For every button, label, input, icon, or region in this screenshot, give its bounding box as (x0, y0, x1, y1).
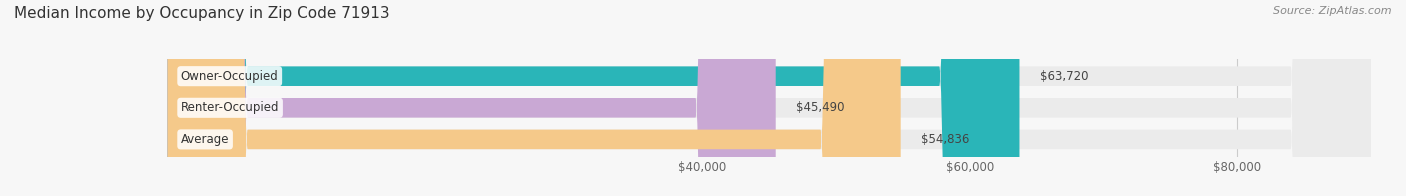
FancyBboxPatch shape (167, 0, 1371, 196)
Text: Renter-Occupied: Renter-Occupied (181, 101, 280, 114)
FancyBboxPatch shape (167, 0, 1371, 196)
Text: $54,836: $54,836 (921, 133, 969, 146)
Text: Owner-Occupied: Owner-Occupied (181, 70, 278, 83)
Text: $63,720: $63,720 (1039, 70, 1088, 83)
Text: Average: Average (181, 133, 229, 146)
Text: Median Income by Occupancy in Zip Code 71913: Median Income by Occupancy in Zip Code 7… (14, 6, 389, 21)
FancyBboxPatch shape (167, 0, 776, 196)
FancyBboxPatch shape (167, 0, 901, 196)
Text: Source: ZipAtlas.com: Source: ZipAtlas.com (1274, 6, 1392, 16)
FancyBboxPatch shape (167, 0, 1019, 196)
Text: $45,490: $45,490 (796, 101, 844, 114)
FancyBboxPatch shape (167, 0, 1371, 196)
